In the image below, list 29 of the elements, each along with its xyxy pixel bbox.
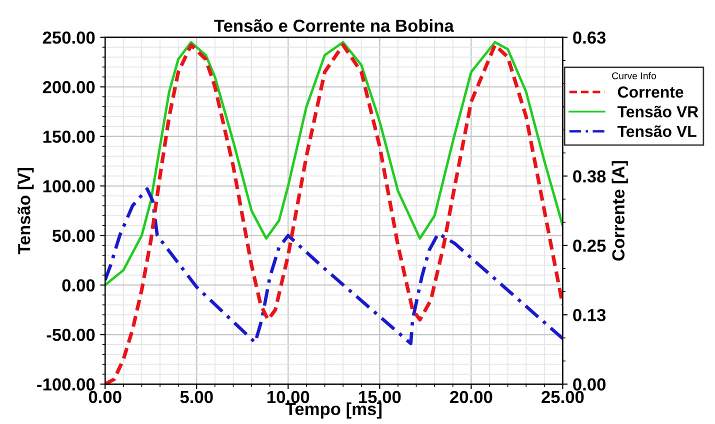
- x-tick-label: 0.00: [88, 390, 122, 404]
- line-series: [105, 187, 563, 346]
- y-axis-title: Tensão [V]: [18, 168, 34, 254]
- y-tick-label: 200.00: [42, 81, 95, 94]
- x-tick-label: 5.00: [180, 390, 213, 404]
- y-tick-label: -50.00: [46, 328, 95, 342]
- y-tick-label: -100.00: [37, 378, 95, 391]
- x-axis-title: Tempo [ms]: [286, 402, 382, 419]
- legend-label: Tensão VL: [617, 125, 696, 138]
- line-series: [105, 41, 563, 286]
- y2-tick-label: 0.13: [573, 308, 606, 322]
- y2-tick-label: 0.63: [573, 31, 606, 44]
- y-tick-label: 150.00: [43, 130, 95, 143]
- x-tick-label: 15.00: [359, 390, 401, 404]
- y-tick-label: 50.00: [52, 230, 95, 242]
- y2-tick-label: 0.25: [573, 240, 606, 252]
- x-tick-label: 20.00: [450, 390, 492, 404]
- y2-axis-title: Corrente [A]: [612, 161, 628, 261]
- x-tick-label: 25.00: [542, 390, 584, 404]
- x-tick-label: 10.00: [268, 390, 310, 404]
- legend-title: Curve Info: [612, 72, 656, 80]
- y-tick-label: 250.00: [42, 31, 95, 44]
- legend-label: Corrente: [618, 86, 684, 98]
- y-tick-label: 100.00: [43, 180, 95, 192]
- y-tick-label: 0.00: [62, 279, 95, 292]
- legend-label: Tensão VR: [617, 106, 698, 118]
- y2-tick-label: 0.00: [573, 378, 606, 391]
- chart-title: Tensão e Corrente na Bobina: [214, 19, 454, 32]
- y2-tick-label: 0.38: [573, 170, 606, 183]
